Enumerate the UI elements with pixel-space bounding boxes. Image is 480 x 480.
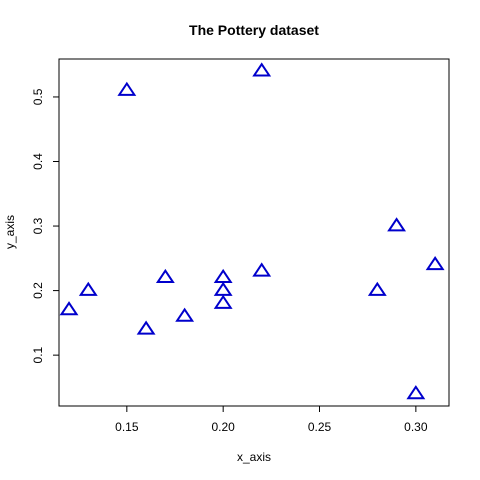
y-tick-label: 0.4 xyxy=(31,153,45,170)
data-point xyxy=(155,268,175,284)
plot-frame xyxy=(58,58,450,407)
y-axis-label: y_axis xyxy=(3,215,17,249)
data-point xyxy=(252,262,272,277)
data-point xyxy=(117,81,137,96)
y-axis: 0.1 0.2 0.3 0.4 0.5 xyxy=(31,88,59,363)
data-point xyxy=(425,255,445,271)
data-point xyxy=(175,307,195,322)
y-tick-label: 0.1 xyxy=(31,346,45,363)
y-tick-label: 0.3 xyxy=(31,217,45,234)
x-axis-label: x_axis xyxy=(237,450,271,464)
data-points xyxy=(59,62,445,400)
x-tick-label: 0.30 xyxy=(404,420,428,434)
data-point xyxy=(78,281,98,296)
x-tick-label: 0.25 xyxy=(308,420,332,434)
x-tick-label: 0.15 xyxy=(115,420,139,434)
data-point xyxy=(213,268,233,284)
data-point xyxy=(252,62,272,77)
x-tick-label: 0.20 xyxy=(211,420,235,434)
data-point xyxy=(367,281,387,296)
y-tick-label: 0.5 xyxy=(31,88,45,105)
data-point xyxy=(406,385,426,400)
data-point xyxy=(213,294,233,309)
data-point xyxy=(136,320,156,335)
data-point xyxy=(59,301,79,316)
chart-title: The Pottery dataset xyxy=(189,22,319,38)
data-point xyxy=(213,281,233,296)
data-point xyxy=(387,217,407,232)
y-tick-label: 0.2 xyxy=(31,282,45,299)
x-axis: 0.15 0.20 0.25 0.30 xyxy=(115,406,428,434)
